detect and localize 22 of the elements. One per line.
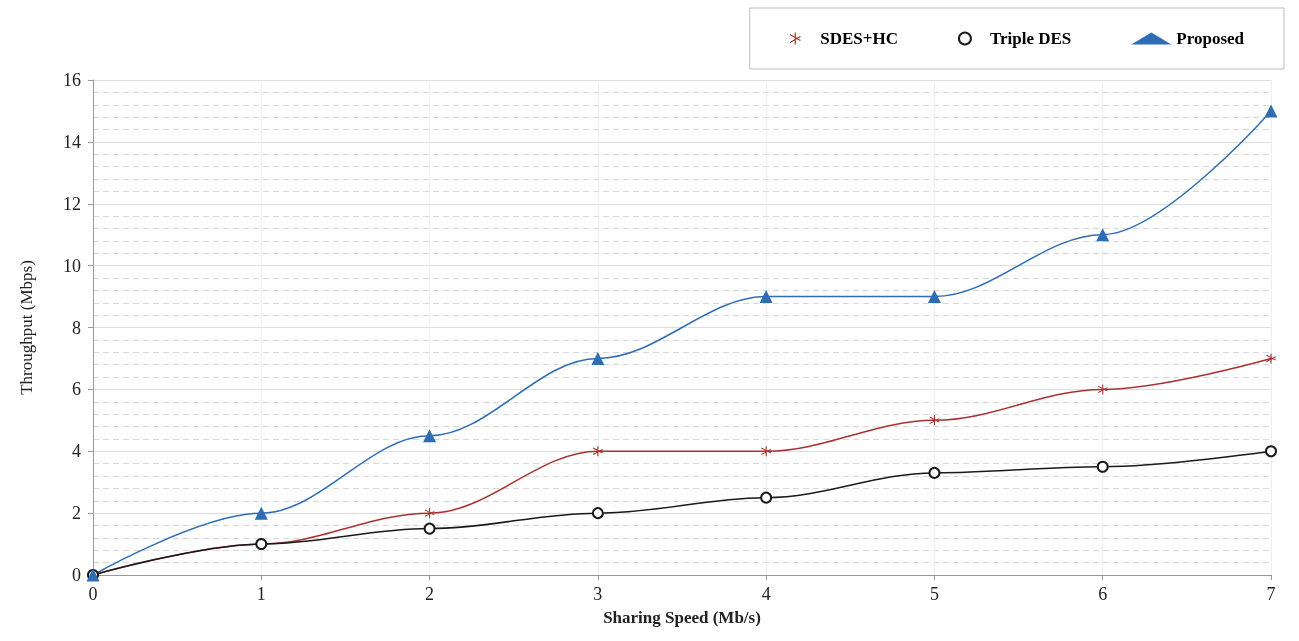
y-tick-label: 10 <box>63 255 81 276</box>
y-tick-label: 6 <box>72 379 81 400</box>
y-tick-label: 14 <box>63 131 81 152</box>
x-tick-label: 1 <box>256 584 266 604</box>
x-tick-label: 4 <box>761 584 771 604</box>
legend-label: Proposed <box>1176 29 1245 48</box>
y-tick-label: 4 <box>72 441 81 462</box>
y-tick-label: 8 <box>72 317 81 338</box>
x-tick-label: 5 <box>929 584 939 604</box>
x-tick-label: 3 <box>593 584 603 604</box>
legend-label: SDES+HC <box>820 29 898 48</box>
x-axis-title: Sharing Speed (Mb/s) <box>603 608 761 627</box>
y-tick-label: 12 <box>63 193 81 214</box>
x-tick-label: 6 <box>1098 584 1108 604</box>
x-tick-label: 0 <box>88 584 98 604</box>
y-tick-label: 2 <box>72 503 81 524</box>
x-tick-label: 2 <box>425 584 435 604</box>
y-tick-label: 0 <box>72 565 81 585</box>
y-tick-label: 16 <box>63 70 81 90</box>
y-axis-title: Throughput (Mbps) <box>17 260 36 395</box>
legend-label: Triple DES <box>989 29 1072 48</box>
x-tick-label: 7 <box>1266 584 1276 604</box>
